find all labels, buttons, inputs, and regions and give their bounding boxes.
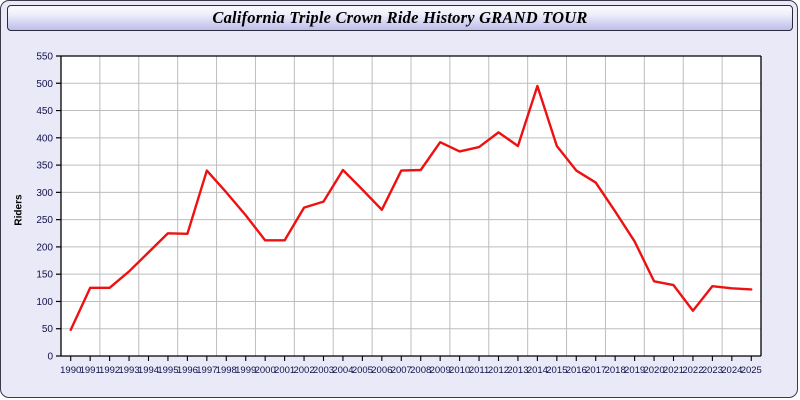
x-tick-label: 1998 (216, 365, 237, 376)
x-tick-label: 1999 (235, 365, 256, 376)
x-tick-label: 2017 (585, 365, 606, 376)
x-tick-label: 2015 (546, 365, 567, 376)
x-tick-label: 2002 (293, 365, 314, 376)
x-tick-label: 2013 (507, 365, 528, 376)
x-tick-label: 2000 (255, 365, 276, 376)
series-line-riders (69, 84, 753, 332)
x-tick-label: 1997 (196, 365, 217, 376)
y-tick-label: 300 (36, 188, 53, 199)
x-tick-label: 2007 (391, 365, 412, 376)
x-tick-label: 2011 (469, 365, 489, 376)
x-tick-label: 1990 (60, 365, 81, 376)
x-tick-label: 1993 (118, 365, 139, 376)
y-tick-label: 200 (36, 242, 53, 253)
x-tick-label: 2001 (274, 365, 295, 376)
x-tick-label: 2021 (663, 365, 684, 376)
x-tick-label: 1994 (138, 365, 159, 376)
x-tick-label: 2003 (313, 365, 334, 376)
x-tick-label: 2020 (643, 365, 664, 376)
x-tick-label: 2006 (371, 365, 392, 376)
y-tick-label: 450 (36, 106, 53, 117)
x-tick-label: 2008 (410, 365, 431, 376)
window-title-bar: California Triple Crown Ride History GRA… (7, 5, 793, 31)
x-tick-label: 2009 (430, 365, 451, 376)
y-tick-label: 50 (42, 324, 54, 335)
y-tick-label: 250 (36, 215, 53, 226)
x-tick-label: 2018 (605, 365, 626, 376)
x-tick-label: 2025 (741, 365, 762, 376)
y-tick-label: 150 (36, 270, 53, 281)
x-tick-label: 1991 (80, 365, 101, 376)
x-tick-label: 2010 (449, 365, 470, 376)
plot-area: 0 50 100 150 200 250 300 350 400 450 500 550 1990 19… (1, 35, 797, 397)
x-tick-label: 2023 (702, 365, 723, 376)
y-tick-label: 100 (36, 297, 53, 308)
x-tick-label: 2012 (488, 365, 509, 376)
x-tick-label: 2016 (566, 365, 587, 376)
y-tick-label: 350 (36, 161, 53, 172)
y-axis-title: Riders (14, 194, 25, 226)
x-axis-ticks: 1990199119921993199419951996199719981999… (60, 356, 762, 376)
x-tick-label: 1995 (157, 365, 178, 376)
x-tick-label: 1996 (177, 365, 198, 376)
x-tick-label: 2022 (682, 365, 703, 376)
y-tick-label: 500 (36, 79, 53, 90)
x-tick-label: 2024 (721, 365, 742, 376)
vertical-gridlines (99, 56, 723, 356)
page-title: California Triple Crown Ride History GRA… (212, 8, 588, 27)
y-axis-ticks: 0 50 100 150 200 250 300 350 400 450 500 550 (36, 52, 61, 363)
x-tick-label: 2005 (352, 365, 373, 376)
x-tick-label: 2014 (527, 365, 548, 376)
y-tick-label: 0 (47, 352, 53, 363)
y-tick-label: 400 (36, 133, 53, 144)
x-tick-label: 1992 (99, 365, 120, 376)
y-tick-label: 550 (36, 52, 53, 63)
x-tick-label: 2019 (624, 365, 645, 376)
x-tick-label: 2004 (332, 365, 353, 376)
